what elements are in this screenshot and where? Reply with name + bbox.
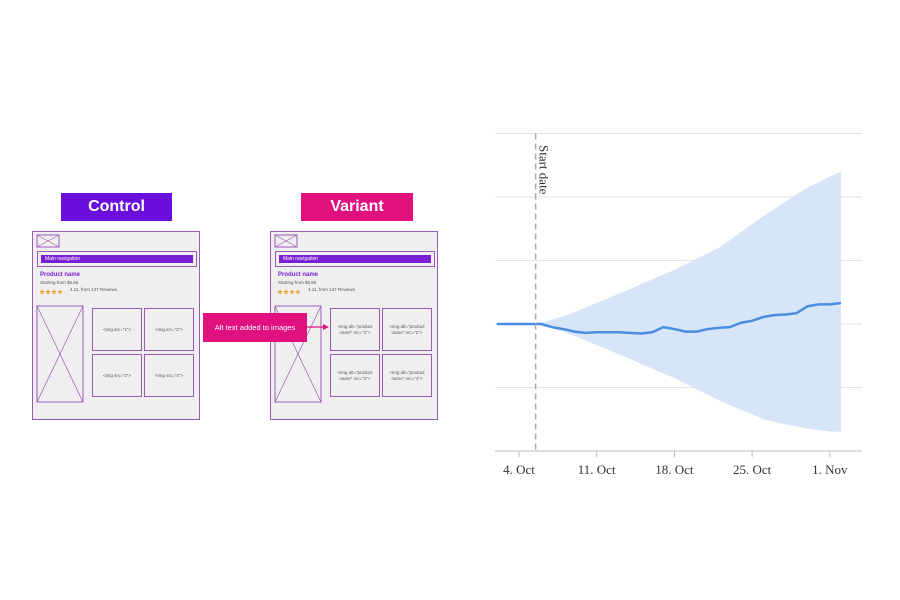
rating: 4.11, from 147 Reviews [308,287,355,292]
control-label: Control [61,193,172,221]
x-tick-label: 11. Oct [578,462,616,477]
wireframe-shapes [274,234,322,403]
image-placeholder: <img alt="product name" src="4"> [382,354,432,397]
confidence-band [496,171,841,432]
star [289,289,295,295]
star [295,289,301,295]
star [51,289,57,295]
image-placeholder: <img alt="product name" src="2"> [382,308,432,351]
annotation: Start date [537,145,552,195]
nav-bar: Main navigation [41,255,193,263]
x-tick-label: 25. Oct [733,462,772,477]
product-name: Product name [278,272,319,278]
image-placeholder: <img src="3"> [92,354,142,397]
star [45,289,51,295]
image-icon-x [274,234,298,248]
nav-bar: Main navigation [279,255,431,263]
line [496,301,842,335]
image-icon [274,234,298,248]
image-placeholder: <img src="4"> [144,354,194,397]
price: Starting from $6.66 [278,280,317,285]
image-icon [36,234,60,248]
image-placeholder: <img src="1"> [92,308,142,351]
callout: Alt text added to images [203,313,307,342]
nav-box: Main navigation [275,251,435,267]
x-tick-label: 1. Nov [812,462,848,477]
star [277,289,283,295]
product-name: Product name [40,272,81,278]
price: Starting from $6.66 [40,280,79,285]
image-placeholder: <img alt="product name" src="1"> [330,308,380,351]
nav-box: Main navigation [37,251,197,267]
hero-image [36,305,84,403]
arrow-head [323,324,329,330]
variant-label: Variant [301,193,413,221]
image-placeholder: <img alt="product name" src="3"> [330,354,380,397]
x-tick-label: 18. Oct [655,462,694,477]
x-tick-label: 4. Oct [503,462,535,477]
image-icon-x [36,234,60,248]
wireframe: Main navigation Product name Starting from… [32,231,200,420]
star [39,289,45,295]
hero-image [274,305,322,403]
hero-image-x [36,305,84,403]
wireframe: Main navigation Product name Starting from… [270,231,438,420]
star [57,289,63,295]
wireframe-shapes [36,234,84,403]
rating: 4.11, from 147 Reviews [70,287,117,292]
image-placeholder: <img src="2"> [144,308,194,351]
star [283,289,289,295]
